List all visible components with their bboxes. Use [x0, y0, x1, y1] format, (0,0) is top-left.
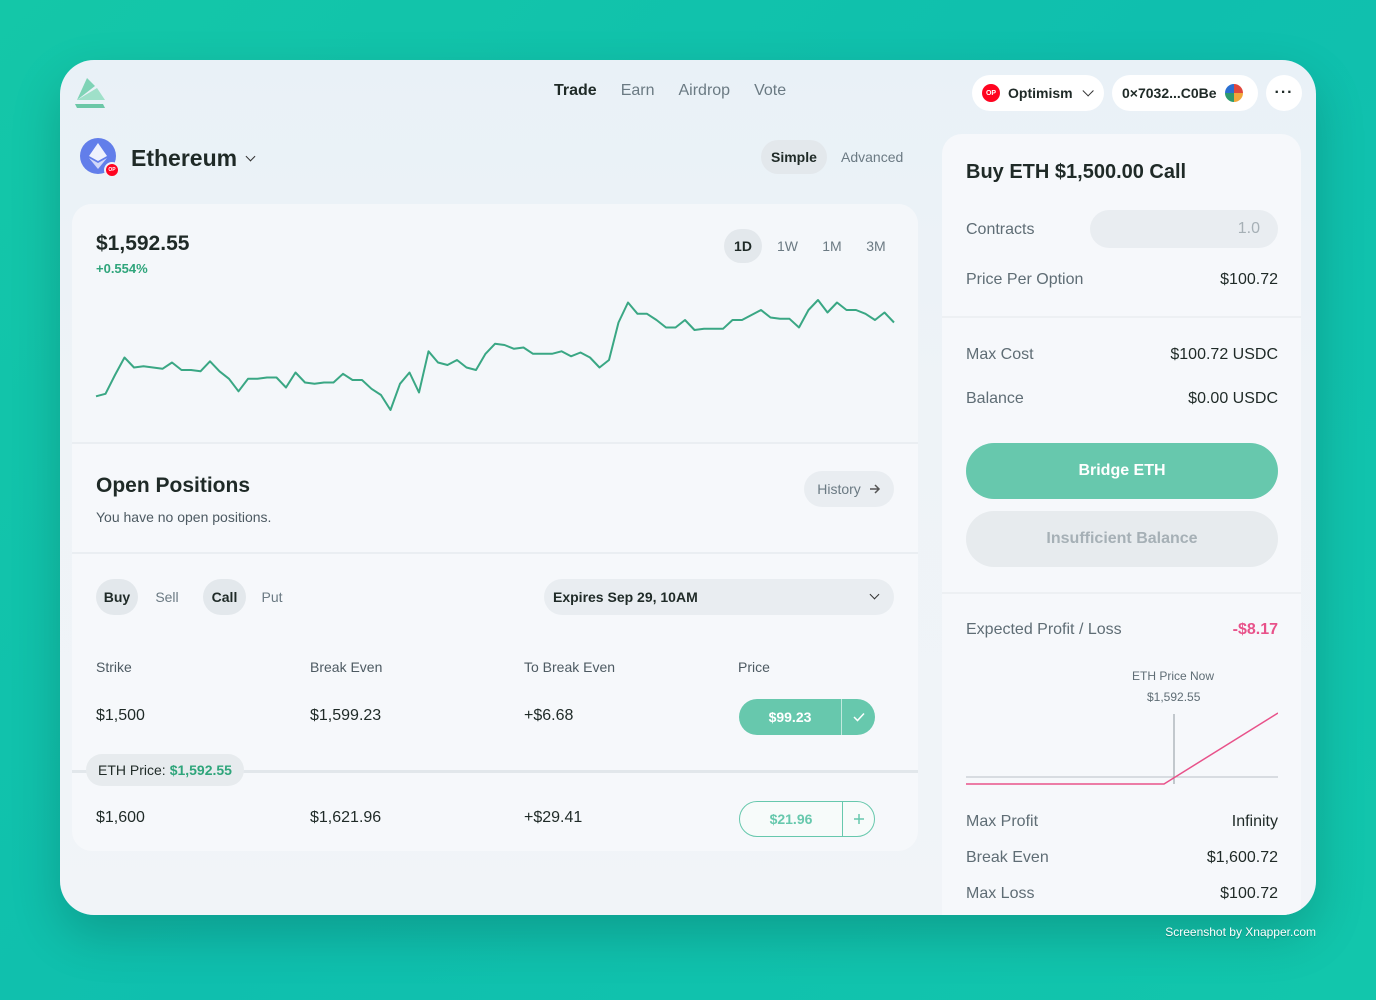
- eth-price-label: ETH Price:: [98, 762, 166, 778]
- range-3m-button[interactable]: 3M: [866, 238, 886, 254]
- section-divider: [72, 552, 918, 554]
- eth-price-value: $1,592.55: [169, 762, 232, 778]
- main-card: $1,592.55 +0.554% 1D 1W 1M 3M Open Posit…: [72, 204, 918, 851]
- arrow-right-icon: [869, 484, 880, 494]
- panel-divider: [942, 316, 1301, 318]
- network-label: Optimism: [1008, 85, 1073, 101]
- buy-toggle[interactable]: Buy: [96, 579, 138, 615]
- price-per-option-label: Price Per Option: [966, 271, 1084, 288]
- panel-divider: [942, 592, 1301, 594]
- range-1w-button[interactable]: 1W: [777, 238, 798, 254]
- row-2-to-break-even: +$29.41: [524, 809, 583, 826]
- nav-earn[interactable]: Earn: [620, 82, 655, 99]
- open-positions-empty: You have no open positions.: [96, 509, 272, 525]
- call-toggle[interactable]: Call: [203, 579, 246, 615]
- nav-trade[interactable]: Trade: [554, 82, 597, 99]
- order-title: Buy ETH $1,500.00 Call: [966, 161, 1187, 183]
- expiry-select[interactable]: Expires Sep 29, 10AM: [544, 579, 894, 615]
- bridge-eth-button[interactable]: Bridge ETH: [966, 443, 1278, 499]
- max-loss-value: $100.72: [1220, 885, 1278, 902]
- expected-profit-label: Expected Profit / Loss: [966, 621, 1122, 638]
- put-toggle[interactable]: Put: [261, 589, 283, 605]
- app-logo[interactable]: [73, 76, 107, 110]
- ethereum-icon: OP: [80, 138, 120, 178]
- row-1-break-even: $1,599.23: [310, 707, 382, 724]
- history-button[interactable]: History: [804, 471, 894, 507]
- chevron-down-icon: [869, 589, 880, 600]
- row-1-strike: $1,500: [96, 707, 145, 724]
- chevron-down-icon[interactable]: [245, 151, 256, 162]
- row-2-price: $21.96: [769, 811, 813, 827]
- wallet-avatar-icon: [1224, 84, 1243, 102]
- eth-price-marker: ETH Price: $1,592.55: [86, 754, 244, 786]
- price-per-option-value: $100.72: [1220, 271, 1278, 288]
- header-price: Price: [738, 659, 770, 675]
- asset-selector[interactable]: Ethereum: [131, 145, 238, 171]
- nav-airdrop[interactable]: Airdrop: [678, 82, 731, 99]
- header-strike: Strike: [96, 659, 132, 675]
- current-price: $1,592.55: [96, 232, 190, 255]
- payoff-chart: [966, 712, 1278, 785]
- price-change: +0.554%: [96, 261, 148, 276]
- app-window: Trade Earn Airdrop Vote OP Optimism 0×70…: [60, 60, 1316, 915]
- max-profit-label: Max Profit: [966, 813, 1039, 830]
- ethereum-logo-icon: [89, 143, 107, 169]
- sell-toggle[interactable]: Sell: [155, 589, 179, 605]
- optimism-badge-icon: OP: [104, 162, 120, 178]
- row-2-price-button[interactable]: $21.96: [739, 801, 875, 837]
- break-even-label: Break Even: [966, 849, 1049, 866]
- row-1-price: $99.23: [768, 709, 812, 725]
- open-positions-title: Open Positions: [96, 474, 251, 497]
- row-1-to-break-even: +$6.68: [524, 707, 574, 724]
- balance-label: Balance: [966, 390, 1024, 407]
- expiry-label: Expires Sep 29, 10AM: [553, 589, 698, 605]
- row-2-break-even: $1,621.96: [310, 809, 382, 826]
- max-profit-value: Infinity: [1231, 813, 1278, 830]
- range-1d-button[interactable]: 1D: [724, 229, 762, 263]
- nav-vote[interactable]: Vote: [754, 82, 787, 99]
- wallet-address: 0×7032...C0Be: [1122, 85, 1217, 101]
- expected-profit-value: -$8.17: [1232, 621, 1278, 638]
- eth-price-marker-line: [72, 770, 918, 773]
- range-1m-button[interactable]: 1M: [822, 238, 842, 254]
- row-2-strike: $1,600: [96, 809, 145, 826]
- watermark: Screenshot by Xnapper.com: [1165, 925, 1316, 939]
- section-divider: [72, 442, 918, 444]
- contracts-input[interactable]: 1.0: [1090, 210, 1278, 248]
- mode-simple-button[interactable]: Simple: [761, 140, 827, 174]
- header-break-even: Break Even: [310, 659, 383, 675]
- balance-value: $0.00 USDC: [1188, 390, 1278, 407]
- price-chart: [95, 299, 895, 411]
- row-1-price-button[interactable]: $99.23: [739, 699, 875, 735]
- history-label: History: [817, 481, 861, 497]
- eth-price-now-value: $1,592.55: [1147, 690, 1201, 704]
- plus-icon: [842, 802, 874, 836]
- header-to-break-even: To Break Even: [524, 659, 616, 675]
- range-selector: 1D 1W 1M 3M: [724, 229, 895, 263]
- price-chart-section: $1,592.55 +0.554% 1D 1W 1M 3M: [72, 204, 918, 444]
- wallet-button[interactable]: 0×7032...C0Be: [1112, 75, 1258, 111]
- payoff-line: [966, 712, 1278, 785]
- order-panel: Buy ETH $1,500.00 Call Contracts 1.0 Pri…: [942, 134, 1301, 915]
- insufficient-balance-button[interactable]: Insufficient Balance: [966, 511, 1278, 567]
- main-nav: Trade Earn Airdrop Vote: [554, 82, 786, 100]
- max-cost-value: $100.72 USDC: [1170, 346, 1278, 363]
- more-icon: ···: [1274, 84, 1294, 101]
- chevron-down-icon: [1082, 85, 1094, 97]
- more-menu-button[interactable]: ···: [1266, 75, 1302, 111]
- eth-price-now-label: ETH Price Now: [1132, 669, 1215, 683]
- price-line: [95, 299, 895, 411]
- contracts-label: Contracts: [966, 221, 1035, 238]
- check-icon: [841, 699, 875, 735]
- optimism-icon: OP: [982, 84, 1000, 102]
- network-selector[interactable]: OP Optimism: [972, 75, 1104, 111]
- max-loss-label: Max Loss: [966, 885, 1035, 902]
- max-cost-label: Max Cost: [966, 346, 1034, 363]
- mode-advanced-button[interactable]: Advanced: [841, 149, 904, 165]
- break-even-value: $1,600.72: [1206, 849, 1278, 866]
